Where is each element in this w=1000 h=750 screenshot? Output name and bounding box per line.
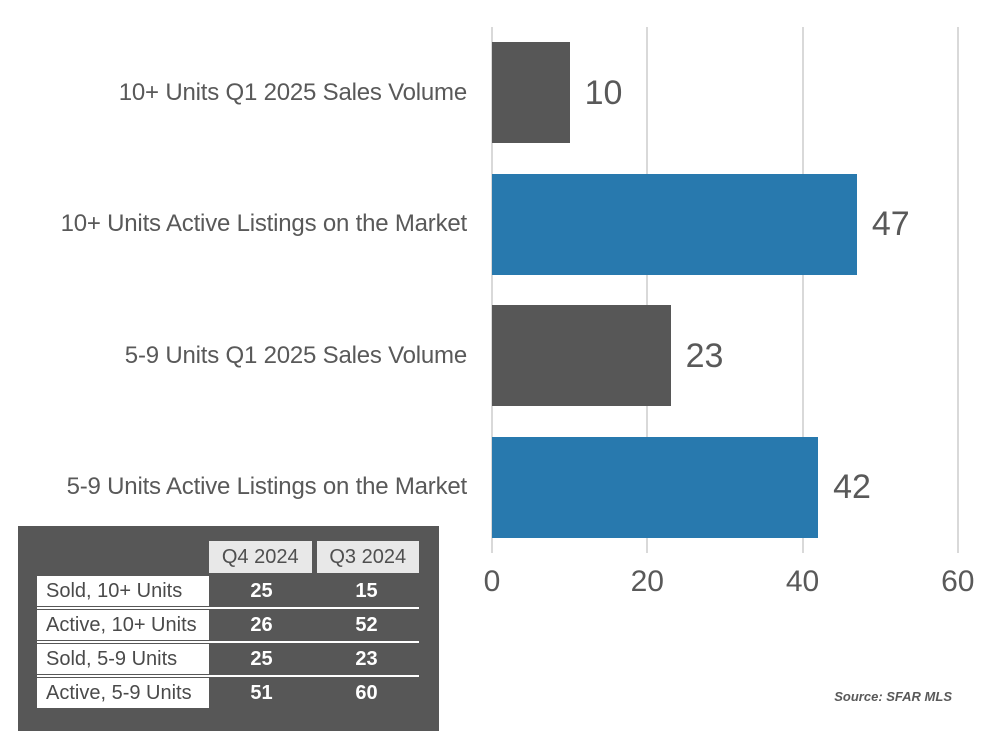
table-row: Active, 10+ Units 26 52 <box>37 610 419 640</box>
table-row-label: Active, 10+ Units <box>37 610 209 640</box>
table-row-divider <box>37 607 419 609</box>
table-body: Sold, 10+ Units 25 15 Active, 10+ Units … <box>37 576 419 708</box>
table-cell: 23 <box>355 647 378 670</box>
table-cell: 25 <box>250 647 273 670</box>
category-labels: 10+ Units Q1 2025 Sales Volume 10+ Units… <box>0 27 478 553</box>
table-cell: 25 <box>250 579 273 602</box>
bar-sales-5to9 <box>492 305 671 407</box>
gridline <box>801 27 804 553</box>
table-row-divider <box>37 641 419 643</box>
table-cell: 51 <box>250 681 273 704</box>
bar-row: 42 <box>492 422 985 554</box>
bar-row: 23 <box>492 290 985 422</box>
bar-active-5to9 <box>492 436 819 538</box>
category-label: 10+ Units Active Listings on the Market <box>60 210 468 238</box>
gridline <box>646 27 649 553</box>
bar-value-label: 42 <box>833 468 871 507</box>
table-row: Active, 5-9 Units 51 60 <box>37 678 419 708</box>
bar-row: 10 <box>492 27 985 159</box>
gridline <box>956 27 959 553</box>
bar-row: 47 <box>492 159 985 291</box>
table-row-label: Sold, 10+ Units <box>37 576 209 606</box>
table-cell: 52 <box>355 613 378 636</box>
table-header-q4-2024: Q4 2024 <box>209 541 312 573</box>
x-tick-label: 40 <box>785 565 820 598</box>
source-note: Source: SFAR MLS <box>834 689 952 704</box>
bar-value-label: 10 <box>584 73 623 112</box>
table-cell: 60 <box>355 681 378 704</box>
gridline <box>491 27 493 553</box>
summary-table: Q4 2024 Q3 2024 Sold, 10+ Units 25 15 Ac… <box>18 526 439 731</box>
x-tick-label: 20 <box>630 565 664 598</box>
plot-area: 10 47 23 42 <box>491 27 985 553</box>
x-tick-label: 0 <box>483 565 501 598</box>
bar-value-label: 23 <box>685 336 724 375</box>
category-label: 5-9 Units Q1 2025 Sales Volume <box>124 341 467 369</box>
table-row: Sold, 5-9 Units 25 23 <box>37 644 419 674</box>
table-header-q3-2024: Q3 2024 <box>316 541 419 573</box>
category-label: 10+ Units Q1 2025 Sales Volume <box>118 78 467 106</box>
bar-active-10plus <box>492 173 857 275</box>
table-row-label: Active, 5-9 Units <box>37 678 209 708</box>
table-cell: 15 <box>355 579 378 602</box>
bar-sales-10plus <box>492 42 570 144</box>
table-cell: 26 <box>250 613 273 636</box>
table-header-row: Q4 2024 Q3 2024 <box>209 541 419 573</box>
table-row-label: Sold, 5-9 Units <box>37 644 209 674</box>
x-axis: 0 20 40 60 <box>484 565 985 601</box>
table-row-divider <box>37 675 419 677</box>
table-row: Sold, 10+ Units 25 15 <box>37 576 419 606</box>
bars-group: 10 47 23 42 <box>492 27 985 553</box>
bar-value-label: 47 <box>871 205 910 244</box>
category-label: 5-9 Units Active Listings on the Market <box>66 473 468 501</box>
x-tick-label: 60 <box>941 565 975 598</box>
